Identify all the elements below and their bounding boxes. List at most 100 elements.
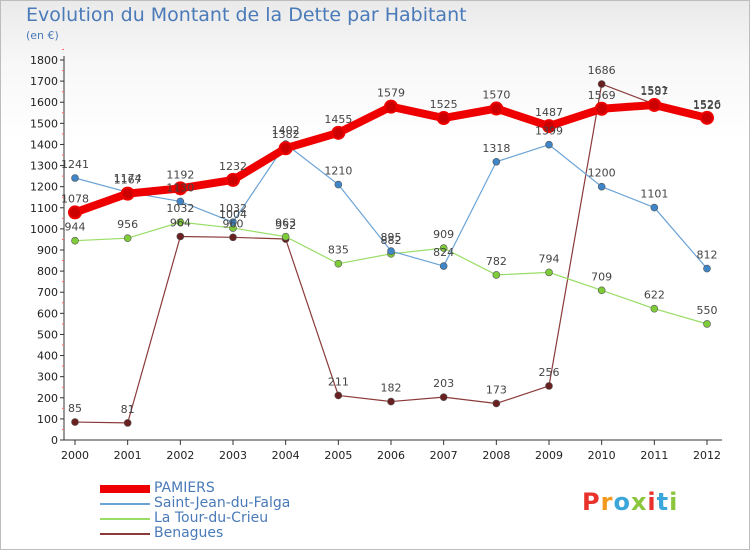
legend-label: Benagues <box>154 525 224 541</box>
data-point <box>173 181 188 196</box>
data-label: 1399 <box>535 125 563 138</box>
data-point <box>439 262 448 270</box>
data-point <box>703 264 711 273</box>
data-point <box>123 419 132 427</box>
data-label: 963 <box>275 217 296 230</box>
data-label: 964 <box>170 216 191 229</box>
data-label: 1167 <box>114 174 142 187</box>
data-label: 895 <box>381 231 402 244</box>
data-point <box>700 110 714 125</box>
data-label: 1101 <box>640 188 668 201</box>
x-tick-label: 2006 <box>377 449 405 462</box>
y-tick-label: 700 <box>37 286 58 299</box>
x-tick-label: 2012 <box>693 449 721 462</box>
proxiti-logo: Proxiti <box>582 488 678 516</box>
data-point <box>650 304 659 313</box>
data-point <box>334 259 343 268</box>
y-tick-label: 1400 <box>30 138 58 151</box>
data-point <box>542 119 556 134</box>
data-point <box>597 80 606 88</box>
data-label: 1591 <box>640 84 668 97</box>
data-label: 1569 <box>588 89 616 102</box>
data-label: 1487 <box>535 106 563 119</box>
y-tick-label: 1700 <box>30 75 58 88</box>
y-tick-label: 100 <box>37 413 58 426</box>
data-label: 1455 <box>324 113 352 126</box>
data-label: 812 <box>697 249 718 262</box>
data-label: 1402 <box>272 124 300 137</box>
y-tick-label: 1200 <box>30 181 58 194</box>
data-label: 824 <box>433 246 454 259</box>
y-tick-label: 300 <box>37 371 58 384</box>
data-label: 256 <box>539 366 560 379</box>
data-label: 1130 <box>166 181 194 194</box>
data-point <box>387 397 395 406</box>
x-tick-label: 2002 <box>166 449 194 462</box>
data-label: 1520 <box>693 99 721 112</box>
data-point <box>71 174 79 182</box>
data-label: 1570 <box>482 89 510 102</box>
data-label: 81 <box>121 403 135 416</box>
data-point <box>229 233 237 242</box>
data-label: 1174 <box>114 172 142 185</box>
data-label: 1004 <box>219 208 247 221</box>
data-point <box>176 218 185 226</box>
x-tick-label: 2011 <box>640 449 668 462</box>
data-point <box>71 418 79 426</box>
legend-swatch <box>100 533 150 535</box>
legend-label: PAMIERS <box>154 480 215 496</box>
data-label: 960 <box>223 217 244 230</box>
data-label: 173 <box>486 383 507 396</box>
x-tick-label: 2007 <box>430 449 458 462</box>
y-tick-label: 200 <box>37 392 58 405</box>
logo-letter: x <box>630 488 648 516</box>
data-point <box>71 236 79 245</box>
data-label: 1587 <box>640 85 668 98</box>
data-point <box>176 232 185 241</box>
data-label: 782 <box>486 255 507 268</box>
data-point <box>436 111 451 126</box>
data-label: 709 <box>591 270 612 283</box>
y-tick-label: 900 <box>37 244 58 257</box>
logo-letter: t <box>656 488 670 516</box>
data-point <box>545 268 553 277</box>
logo-letter: r <box>600 488 614 516</box>
data-label: 182 <box>381 382 402 395</box>
legend-swatch <box>100 518 150 520</box>
x-tick-label: 2004 <box>272 449 300 462</box>
logo-letter: i <box>647 488 657 516</box>
data-point <box>650 203 659 212</box>
data-label: 794 <box>539 252 560 265</box>
data-label: 211 <box>328 375 349 388</box>
data-point <box>597 286 606 295</box>
data-point <box>281 232 290 241</box>
data-label: 1526 <box>693 98 721 111</box>
data-label: 1232 <box>219 160 247 173</box>
x-tick-label: 2003 <box>219 449 247 462</box>
data-label: 203 <box>433 377 454 390</box>
data-point <box>123 234 132 242</box>
data-point <box>68 205 82 220</box>
y-tick-label: 1500 <box>30 117 58 130</box>
x-tick-label: 2005 <box>324 449 352 462</box>
data-point <box>545 382 553 390</box>
data-point <box>597 182 606 191</box>
data-label: 622 <box>644 289 665 302</box>
y-tick-label: 500 <box>37 328 58 341</box>
data-label: 1525 <box>430 98 458 111</box>
data-point <box>489 101 504 116</box>
data-label: 85 <box>68 402 82 415</box>
data-point <box>439 244 448 252</box>
x-tick-label: 2008 <box>482 449 510 462</box>
legend-swatch <box>100 485 150 493</box>
data-point <box>492 157 501 166</box>
data-label: 1192 <box>166 168 194 181</box>
legend-label: La Tour-du-Crieu <box>154 510 269 526</box>
data-point <box>334 180 343 189</box>
legend-label: Saint-Jean-du-Falga <box>154 495 291 511</box>
data-label: 1200 <box>588 167 616 180</box>
data-label: 1032 <box>166 202 194 215</box>
data-label: 944 <box>65 221 86 234</box>
